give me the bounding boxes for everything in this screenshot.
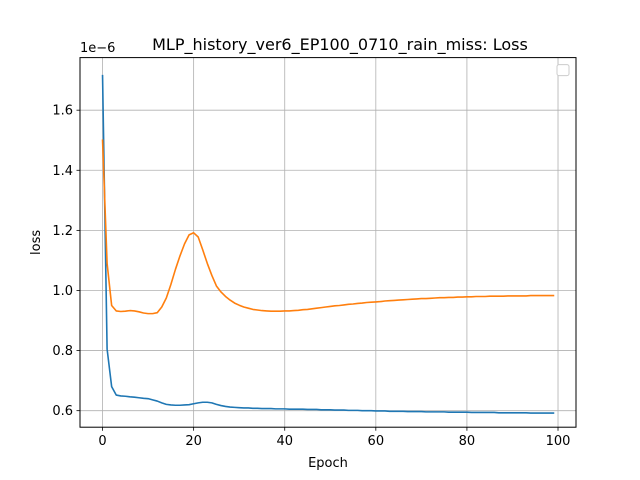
series-lines <box>101 74 555 414</box>
grid-lines <box>80 57 576 428</box>
x-tick-label: 80 <box>459 434 476 449</box>
chart-title: MLP_history_ver6_EP100_0710_rain_miss: L… <box>152 35 528 55</box>
x-tick-label: 20 <box>185 434 202 449</box>
x-tick-label: 60 <box>368 434 385 449</box>
plot-frame <box>79 57 577 428</box>
y-tick-label: 0.8 <box>52 344 73 359</box>
legend-box <box>556 64 570 77</box>
y-tick-label: 1.0 <box>52 284 73 299</box>
x-axis-label: Epoch <box>308 456 348 471</box>
y-axis-label: loss <box>29 230 44 255</box>
series-line-1 <box>101 74 555 414</box>
y-tick-label: 1.2 <box>52 224 73 239</box>
x-axis-ticks: 0 20 40 60 80 100 <box>98 427 570 449</box>
y-axis-ticks: 0.6 0.8 1.0 1.2 1.4 1.6 <box>52 104 80 419</box>
y-offset-text: 1e−6 <box>80 41 115 56</box>
y-tick-label: 1.6 <box>52 104 73 119</box>
x-tick-label: 100 <box>546 434 571 449</box>
x-tick-label: 40 <box>276 434 293 449</box>
y-tick-label: 1.4 <box>52 164 73 179</box>
x-tick-label: 0 <box>98 434 106 449</box>
series-line-2 <box>101 139 555 315</box>
y-tick-label: 0.6 <box>52 404 73 419</box>
